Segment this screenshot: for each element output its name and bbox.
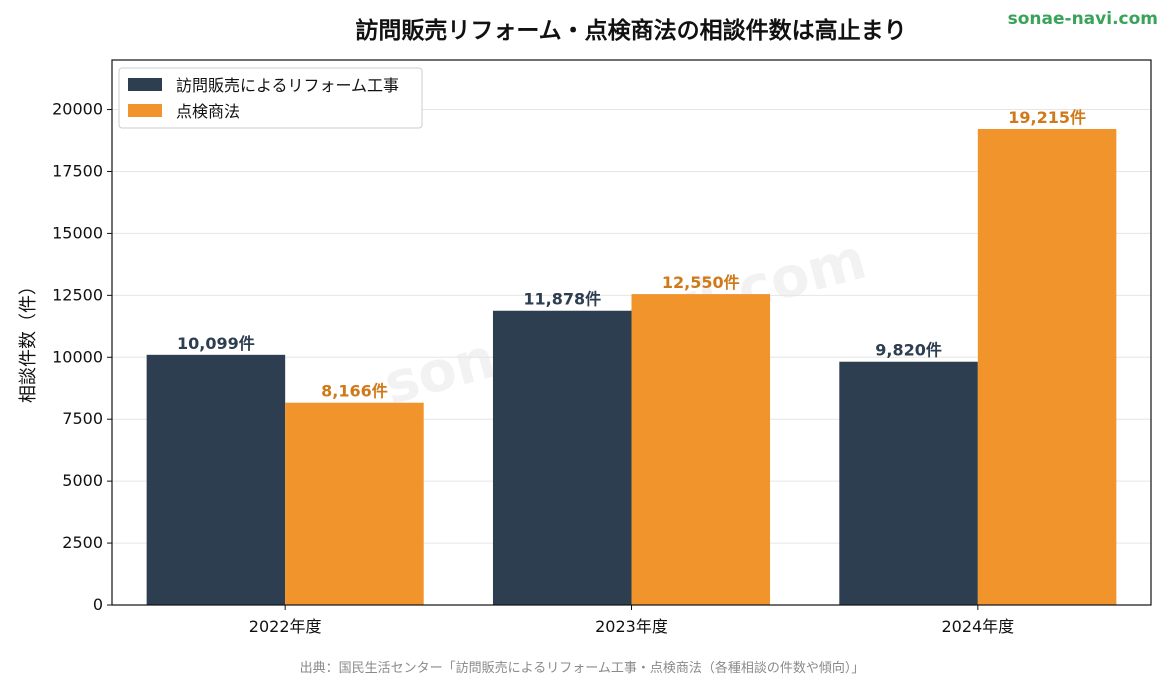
bar-value-label-series-1-1: 10,099件 (177, 334, 255, 353)
bar-value-label-series-1-3: 9,820件 (875, 341, 942, 360)
y-tick-label: 0 (93, 595, 103, 614)
bar-series-1-1 (146, 354, 286, 605)
bar-series-2-1 (285, 402, 424, 605)
source-note: 出典：国民生活センター「訪問販売によるリフォーム工事・点検商法（各種相談の件数や… (300, 660, 865, 676)
x-tick-label: 2022年度 (249, 617, 322, 636)
legend-label-series-1: 訪問販売によるリフォーム工事 (176, 76, 399, 95)
bar-series-2-2 (631, 294, 771, 605)
legend-swatch-series-1 (128, 78, 162, 91)
legend-label-series-2: 点検商法 (176, 102, 240, 121)
y-tick-label: 2500 (62, 533, 103, 552)
bar-series-2-3 (977, 128, 1117, 605)
y-tick-label: 15000 (52, 223, 103, 242)
bar-value-label-series-2-2: 12,550件 (662, 273, 740, 292)
chart-title: 訪問販売リフォーム・点検商法の相談件数は高止まり (355, 17, 906, 44)
bar-value-label-series-2-1: 8,166件 (321, 382, 388, 401)
y-tick-label: 7500 (62, 409, 103, 428)
bar-series-1-2 (492, 310, 632, 605)
legend: 訪問販売によるリフォーム工事 点検商法 (118, 67, 423, 129)
x-tick-label: 2023年度 (595, 617, 668, 636)
y-tick-label: 20000 (52, 100, 103, 119)
legend-box (118, 67, 423, 129)
legend-swatch-series-2 (128, 104, 162, 117)
brand-logo-text: sonae-navi.com (1008, 9, 1158, 29)
y-tick-label: 5000 (62, 471, 103, 490)
bar-series-1-3 (839, 361, 978, 605)
plot-frame (111, 59, 1152, 606)
bar-value-label-series-2-3: 19,215件 (1008, 108, 1086, 127)
y-axis-label: 相談件数（件） (18, 277, 39, 403)
bar-value-label-series-1-2: 11,878件 (523, 290, 601, 309)
y-tick-label: 17500 (52, 161, 103, 180)
x-tick-label: 2024年度 (941, 617, 1014, 636)
y-tick-label: 12500 (52, 285, 103, 304)
y-tick-label: 10000 (52, 347, 103, 366)
